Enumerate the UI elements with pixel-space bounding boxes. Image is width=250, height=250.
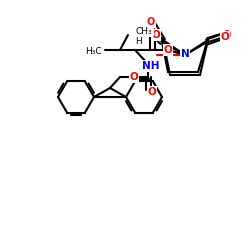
Text: NH: NH bbox=[142, 61, 160, 71]
Text: N: N bbox=[180, 49, 190, 59]
Text: O: O bbox=[147, 17, 155, 27]
Text: O: O bbox=[221, 32, 230, 42]
Text: N: N bbox=[181, 50, 189, 60]
Text: O: O bbox=[130, 72, 138, 82]
Text: O: O bbox=[152, 30, 160, 40]
Text: H: H bbox=[134, 38, 141, 46]
Text: H₃C: H₃C bbox=[86, 48, 102, 56]
Text: O: O bbox=[164, 45, 172, 55]
Text: O: O bbox=[144, 26, 154, 36]
Text: CH₃: CH₃ bbox=[136, 26, 152, 36]
Text: O: O bbox=[148, 87, 156, 97]
Text: O: O bbox=[223, 30, 231, 40]
